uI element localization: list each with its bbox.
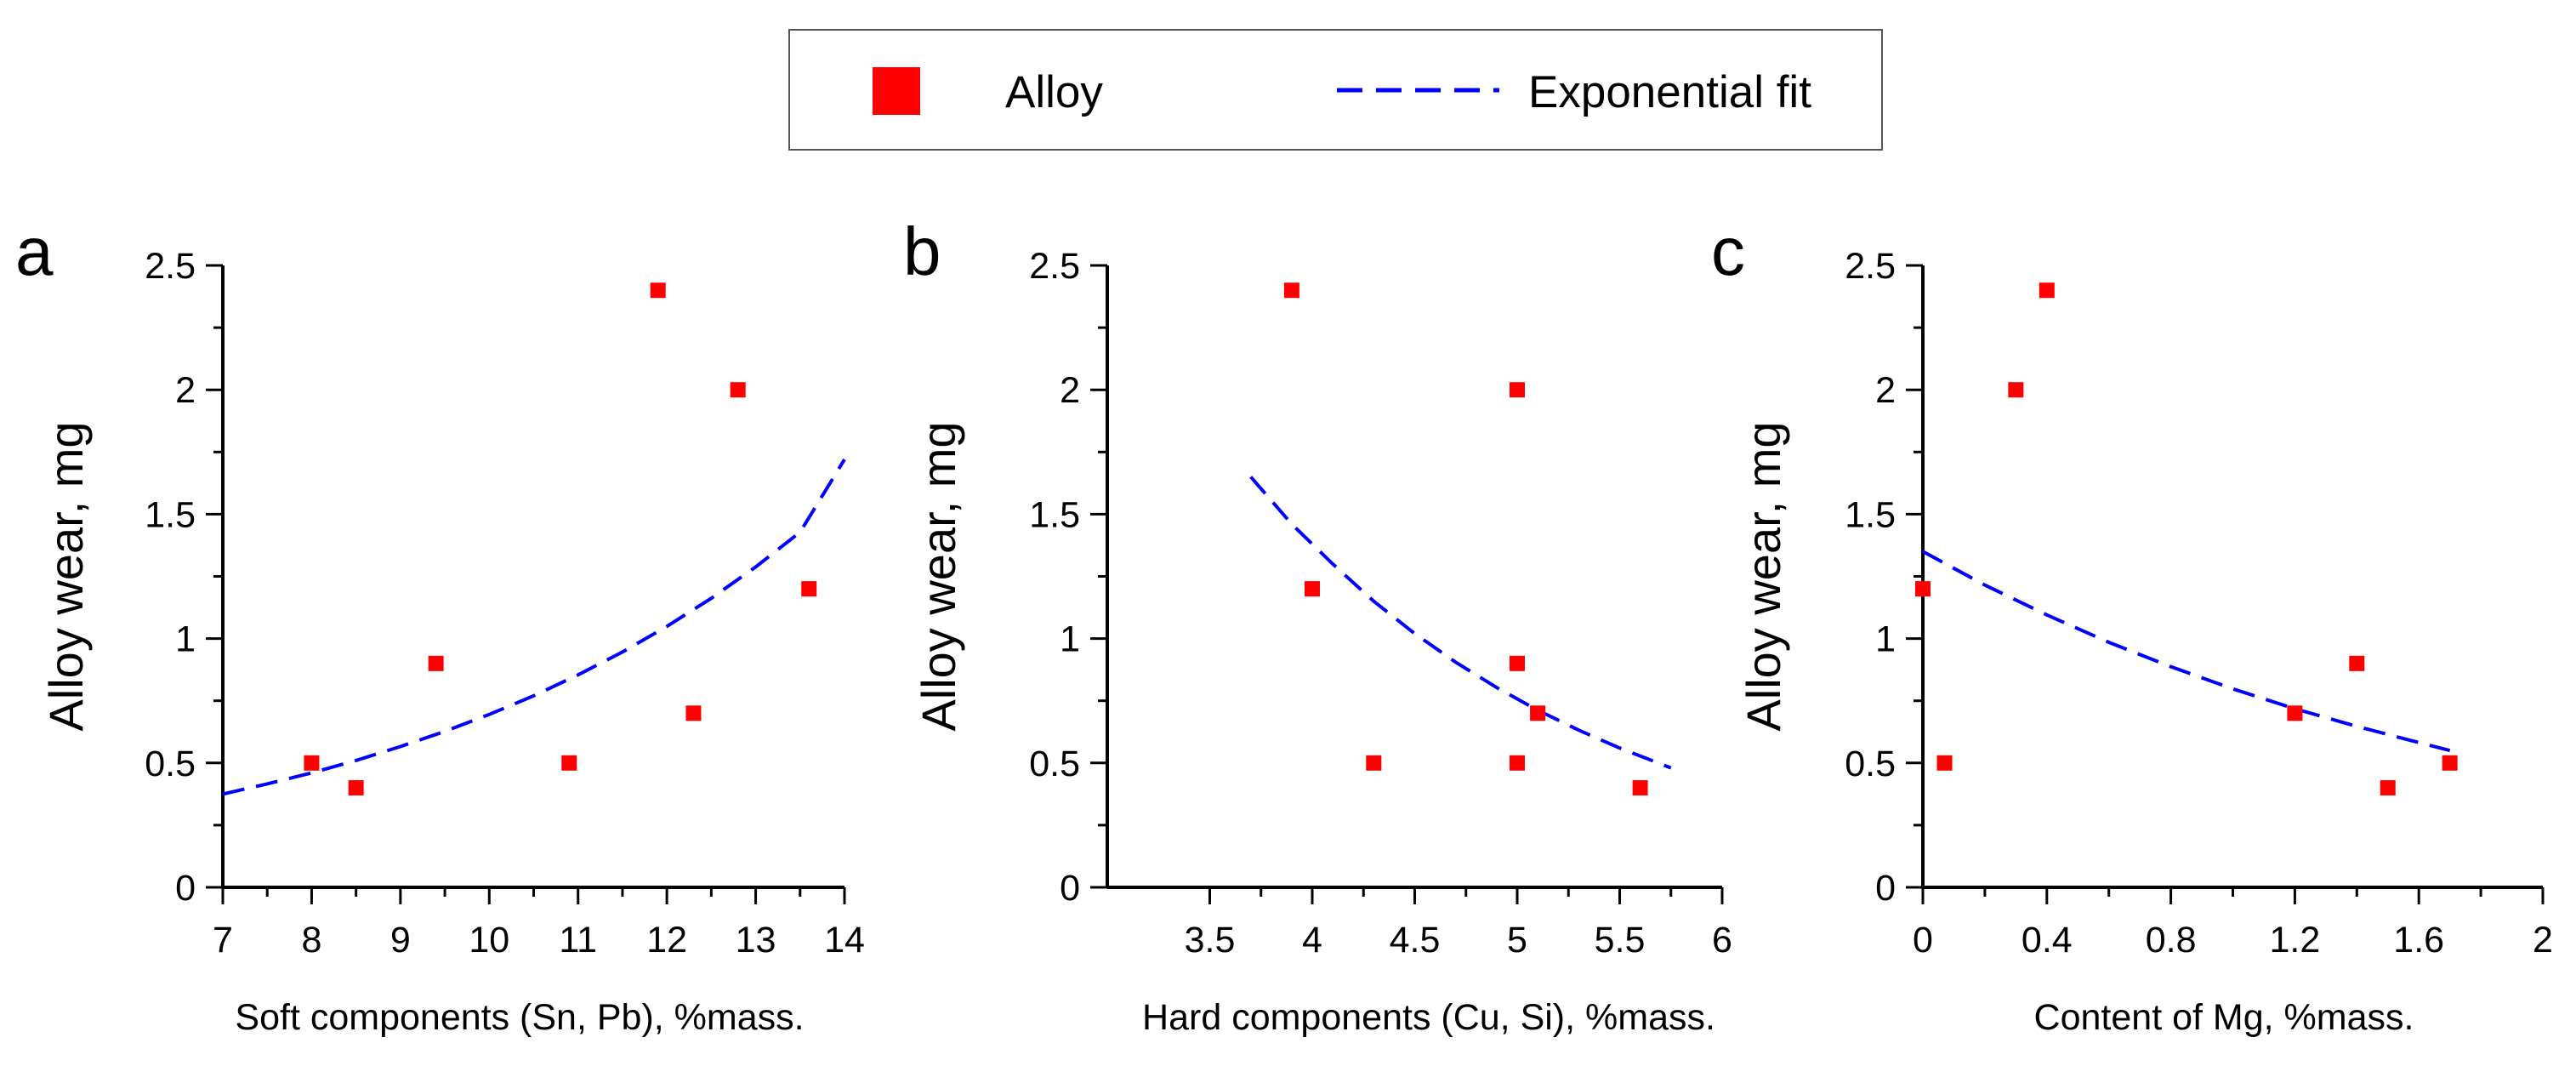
y-tick-label: 2 (1875, 370, 1896, 411)
x-tick-label: 8 (301, 920, 321, 960)
data-point (1510, 382, 1525, 398)
panel-c: c 0 0.5 1 1.5 2 2.5 0 0.4 0.8 1.2 1.6 2 Content of Mg… (1711, 214, 2553, 1038)
y-tick-label: 0.5 (1029, 744, 1080, 784)
y-tick-label: 0.5 (1845, 744, 1896, 784)
y-tick-label: 2.5 (145, 246, 196, 287)
x-tick-label: 0.4 (2022, 920, 2073, 960)
data-point (2380, 780, 2396, 796)
panel-a: a 0 0.5 1 1.5 2 2.5 7 8 9 10 11 12 13 14 Soft component… (15, 214, 865, 1038)
data-point (304, 755, 320, 771)
data-point (2287, 705, 2303, 721)
data-point (1530, 705, 1546, 721)
panel-letter-c: c (1711, 214, 1745, 289)
x-tick-label: 7 (213, 920, 233, 960)
panel-letter-a: a (15, 214, 54, 289)
y-axis-label: Alloy wear, mg (39, 421, 93, 731)
x-axis-label: Hard components (Cu, Si), %mass. (1142, 997, 1715, 1038)
x-tick-label: 0.8 (2146, 920, 2197, 960)
y-tick-label: 1 (175, 619, 196, 660)
data-point (1936, 755, 1953, 771)
x-tick-label: 9 (390, 920, 411, 960)
y-tick-label: 1 (1060, 619, 1080, 660)
x-axis-label: Content of Mg, %mass. (2034, 997, 2414, 1038)
x-tick-label: 6 (1712, 920, 1732, 960)
x-tick-label: 11 (559, 920, 597, 960)
y-tick-label: 2.5 (1845, 246, 1896, 287)
data-point (1283, 282, 1299, 299)
legend-scatter-label: Alloy (1005, 67, 1103, 117)
x-axis-label: Soft components (Sn, Pb), %mass. (235, 997, 804, 1038)
data-point (2349, 655, 2365, 671)
y-tick-label: 1.5 (145, 494, 196, 535)
legend-box (788, 29, 1883, 151)
data-point (685, 705, 702, 721)
panel-letter-b: b (903, 214, 941, 289)
data-point (2442, 755, 2458, 771)
x-tick-label: 5.5 (1595, 920, 1646, 960)
y-tick-label: 2.5 (1029, 246, 1080, 287)
x-tick-label: 4.5 (1390, 920, 1441, 960)
x-tick-label: 0 (1913, 920, 1933, 960)
y-tick-label: 1 (1875, 619, 1896, 660)
x-tick-label: 1.6 (2393, 920, 2444, 960)
legend-fit-label: Exponential fit (1528, 67, 1811, 117)
data-point (1366, 755, 1382, 771)
y-axis-label: Alloy wear, mg (1737, 421, 1790, 731)
x-tick-label: 14 (824, 920, 865, 960)
x-tick-label: 2 (2533, 920, 2553, 960)
x-tick-label: 1.2 (2270, 920, 2321, 960)
x-tick-label: 10 (469, 920, 509, 960)
data-point (650, 282, 666, 299)
data-point (1915, 581, 1931, 597)
y-axis-label: Alloy wear, mg (912, 421, 965, 731)
x-tick-label: 4 (1302, 920, 1322, 960)
y-tick-label: 0 (1875, 868, 1896, 909)
data-point (801, 581, 817, 597)
x-tick-label: 5 (1507, 920, 1527, 960)
data-point (348, 780, 364, 796)
y-tick-label: 0.5 (145, 744, 196, 784)
legend-scatter-marker (873, 67, 920, 115)
data-point (1510, 655, 1525, 671)
data-point (428, 655, 444, 671)
fit-line (222, 459, 846, 796)
y-tick-label: 2 (175, 370, 196, 411)
data-point (1510, 755, 1525, 771)
y-tick-label: 0 (175, 868, 196, 909)
y-tick-label: 0 (1060, 868, 1080, 909)
data-point (2008, 382, 2024, 398)
data-point (730, 382, 746, 398)
fit-line (1249, 476, 1672, 770)
data-point (1305, 581, 1320, 597)
y-tick-label: 1.5 (1845, 494, 1896, 535)
panel-b: b 0 0.5 1 1.5 2 2.5 3.5 4 4.5 5 5.5 6 Hard components… (903, 214, 1732, 1038)
y-tick-label: 1.5 (1029, 494, 1080, 535)
x-tick-label: 12 (646, 920, 687, 960)
y-tick-label: 2 (1060, 370, 1080, 411)
fit-line (1922, 550, 2451, 753)
data-point (1632, 780, 1648, 796)
legend: Alloy Exponential fit (788, 29, 1883, 151)
x-tick-label: 13 (736, 920, 776, 960)
x-tick-label: 3.5 (1185, 920, 1236, 960)
data-point (561, 755, 577, 771)
data-point (2039, 282, 2055, 299)
